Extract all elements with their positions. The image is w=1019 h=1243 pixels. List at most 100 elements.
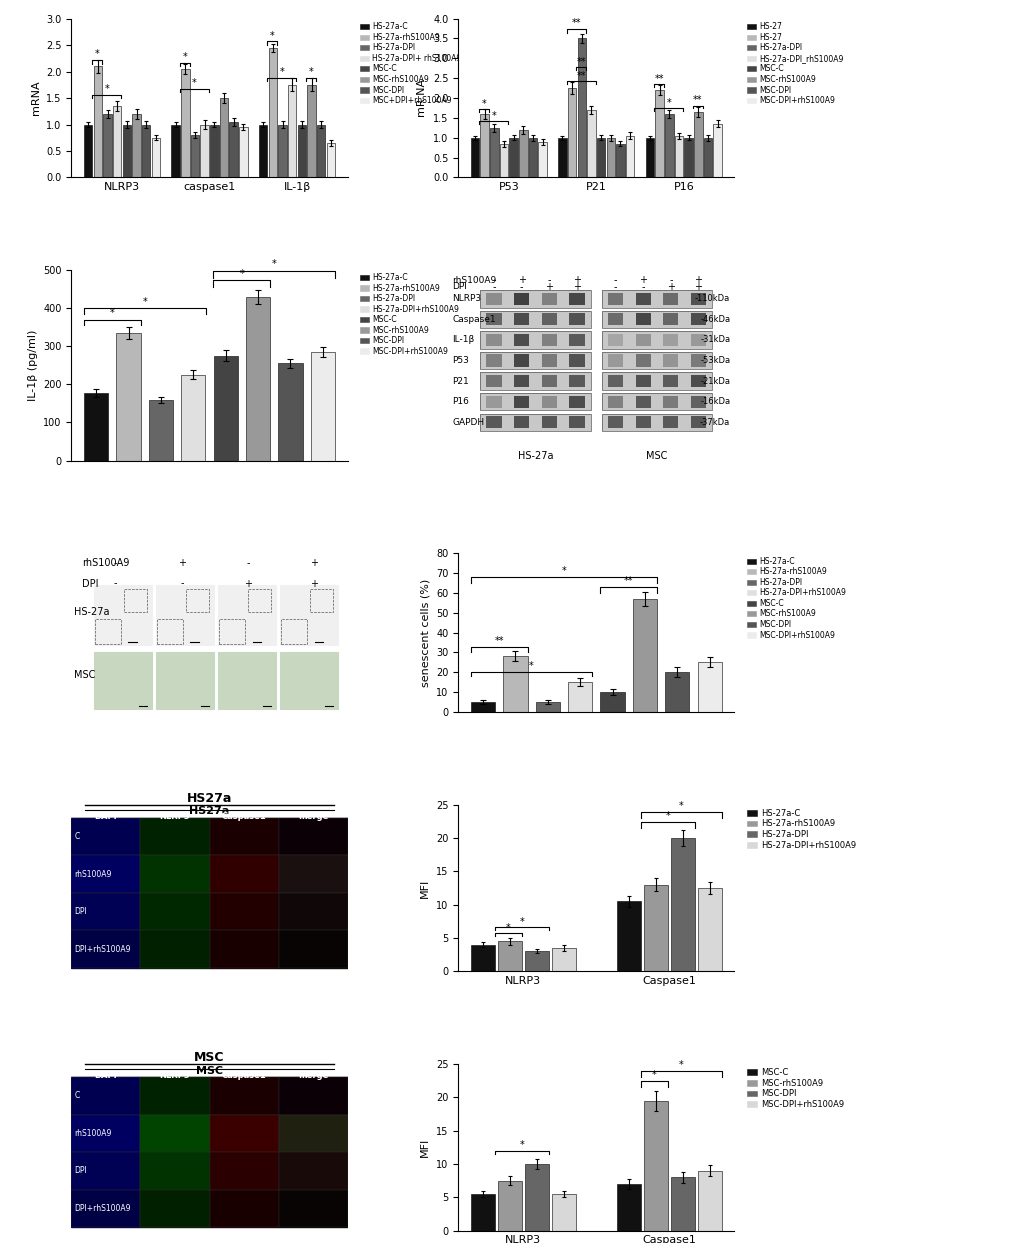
Bar — [209, 1190, 278, 1227]
Bar — [569, 354, 584, 367]
Text: merge: merge — [298, 1071, 328, 1080]
Text: -: - — [547, 275, 550, 285]
Text: +: + — [310, 558, 318, 568]
Bar — [210, 124, 218, 178]
Bar — [535, 702, 559, 712]
Text: *: * — [665, 98, 671, 108]
Text: **: ** — [624, 576, 633, 585]
Legend: HS-27a-C, HS-27a-rhS100A9, HS-27a-DPI, HS-27a-DPI+rhS100A9, MSC-C, MSC-rhS100A9,: HS-27a-C, HS-27a-rhS100A9, HS-27a-DPI, H… — [357, 270, 462, 359]
Legend: HS-27a-C, HS-27a-rhS100A9, HS-27a-DPI, HS-27a-DPI+ rhS100A9, MSC-C, MSC-rhS100A9: HS-27a-C, HS-27a-rhS100A9, HS-27a-DPI, H… — [357, 20, 464, 108]
Text: -: - — [613, 282, 616, 292]
Bar — [514, 395, 529, 408]
Text: -: - — [668, 275, 672, 285]
Text: -16kDa: -16kDa — [699, 398, 730, 406]
Bar — [278, 363, 303, 461]
Text: Caspase1: Caspase1 — [221, 1071, 266, 1080]
Bar — [480, 373, 590, 390]
Bar — [298, 124, 306, 178]
Bar — [141, 892, 209, 931]
Y-axis label: senescent cells (%): senescent cells (%) — [420, 578, 430, 686]
Bar — [71, 892, 141, 931]
Text: *: * — [519, 1140, 524, 1150]
Text: *: * — [309, 67, 313, 77]
Bar — [259, 124, 267, 178]
Bar — [278, 855, 347, 892]
Bar — [693, 112, 702, 178]
Text: Caspase1: Caspase1 — [221, 812, 266, 822]
Bar — [278, 1152, 347, 1190]
Bar — [514, 334, 529, 346]
Text: -: - — [492, 282, 495, 292]
Bar — [287, 85, 297, 178]
Bar — [684, 138, 692, 178]
Bar — [71, 1190, 141, 1227]
Bar — [671, 838, 694, 971]
Bar — [71, 1078, 141, 1115]
Text: C: C — [74, 1091, 79, 1100]
Bar — [480, 373, 590, 390]
Bar — [209, 1152, 278, 1190]
Bar — [643, 885, 667, 971]
Bar — [514, 375, 529, 388]
Bar — [141, 1115, 209, 1152]
Bar — [480, 290, 590, 307]
Bar — [697, 663, 721, 712]
Bar — [569, 416, 584, 429]
Text: DPI: DPI — [452, 282, 467, 291]
Text: P16: P16 — [452, 398, 469, 406]
Bar — [480, 393, 590, 410]
Bar — [84, 124, 93, 178]
Bar — [209, 855, 278, 892]
Bar — [209, 818, 278, 855]
Bar — [141, 1190, 209, 1227]
Bar — [690, 313, 705, 326]
Text: +: + — [694, 275, 702, 285]
Bar — [71, 818, 141, 855]
Bar — [601, 311, 711, 328]
Bar — [278, 1115, 347, 1152]
Bar — [577, 39, 586, 178]
Text: DAPI: DAPI — [95, 1071, 117, 1080]
Text: IL-1β: IL-1β — [452, 336, 475, 344]
Bar — [601, 352, 711, 369]
Bar — [480, 114, 488, 178]
Text: *: * — [143, 297, 147, 307]
Bar — [152, 138, 160, 178]
Text: HS-27a: HS-27a — [518, 450, 552, 461]
Bar — [141, 855, 209, 892]
Bar — [84, 393, 108, 461]
Bar — [278, 892, 347, 931]
Bar — [470, 138, 479, 178]
Y-axis label: mR NA: mR NA — [417, 80, 427, 117]
Bar — [690, 395, 705, 408]
Bar — [601, 352, 711, 369]
Bar — [497, 1181, 521, 1231]
Bar — [141, 1078, 209, 1115]
Bar — [541, 354, 556, 367]
Bar — [209, 1115, 278, 1152]
Bar — [601, 311, 711, 328]
Bar — [607, 313, 623, 326]
Bar — [514, 313, 529, 326]
Bar — [703, 138, 711, 178]
Bar — [601, 331, 711, 349]
Text: +: + — [573, 282, 581, 292]
Y-axis label: mRNA: mRNA — [31, 81, 41, 116]
Bar — [156, 651, 213, 709]
Bar — [213, 355, 237, 461]
Bar — [551, 1193, 576, 1231]
Bar — [674, 135, 683, 178]
Bar — [281, 619, 307, 644]
Text: -: - — [641, 282, 644, 292]
Bar — [480, 352, 590, 369]
Bar — [541, 416, 556, 429]
Bar — [635, 354, 650, 367]
Text: P21: P21 — [452, 377, 469, 385]
Bar — [601, 414, 711, 431]
Text: P53: P53 — [452, 355, 469, 365]
Bar — [71, 1152, 141, 1190]
Text: +: + — [694, 282, 702, 292]
Text: DPI: DPI — [83, 578, 99, 588]
Bar — [645, 138, 653, 178]
Bar — [690, 375, 705, 388]
